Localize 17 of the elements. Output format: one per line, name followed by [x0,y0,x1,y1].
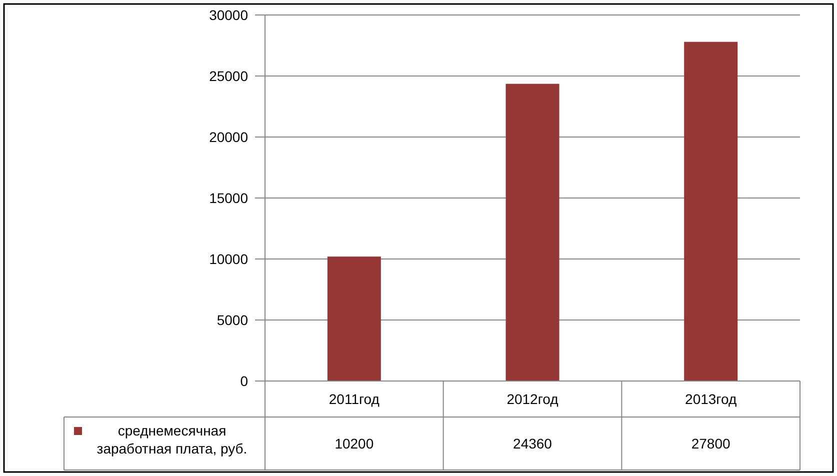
y-tick-label: 30000 [209,6,248,23]
data-label: 27800 [691,435,731,452]
y-tick-label: 20000 [209,128,248,145]
x-tick-label: 2011год [328,390,380,407]
y-tick-label: 10000 [209,250,248,267]
text: среднемесячная заработная плата, руб. [96,422,248,456]
x-tick-label: 2012год [506,390,558,407]
bar [506,84,560,381]
y-tick-label: 25000 [209,68,248,84]
x-tick-label: 2013год [685,390,737,407]
y-tick-label: 5000 [216,312,248,328]
data-label: 10200 [334,435,374,452]
bar [327,256,381,381]
y-tick-label: 15000 [209,190,248,206]
data-label: 24360 [513,435,552,452]
bar [684,42,738,381]
y-tick-label: 0 [240,372,248,389]
